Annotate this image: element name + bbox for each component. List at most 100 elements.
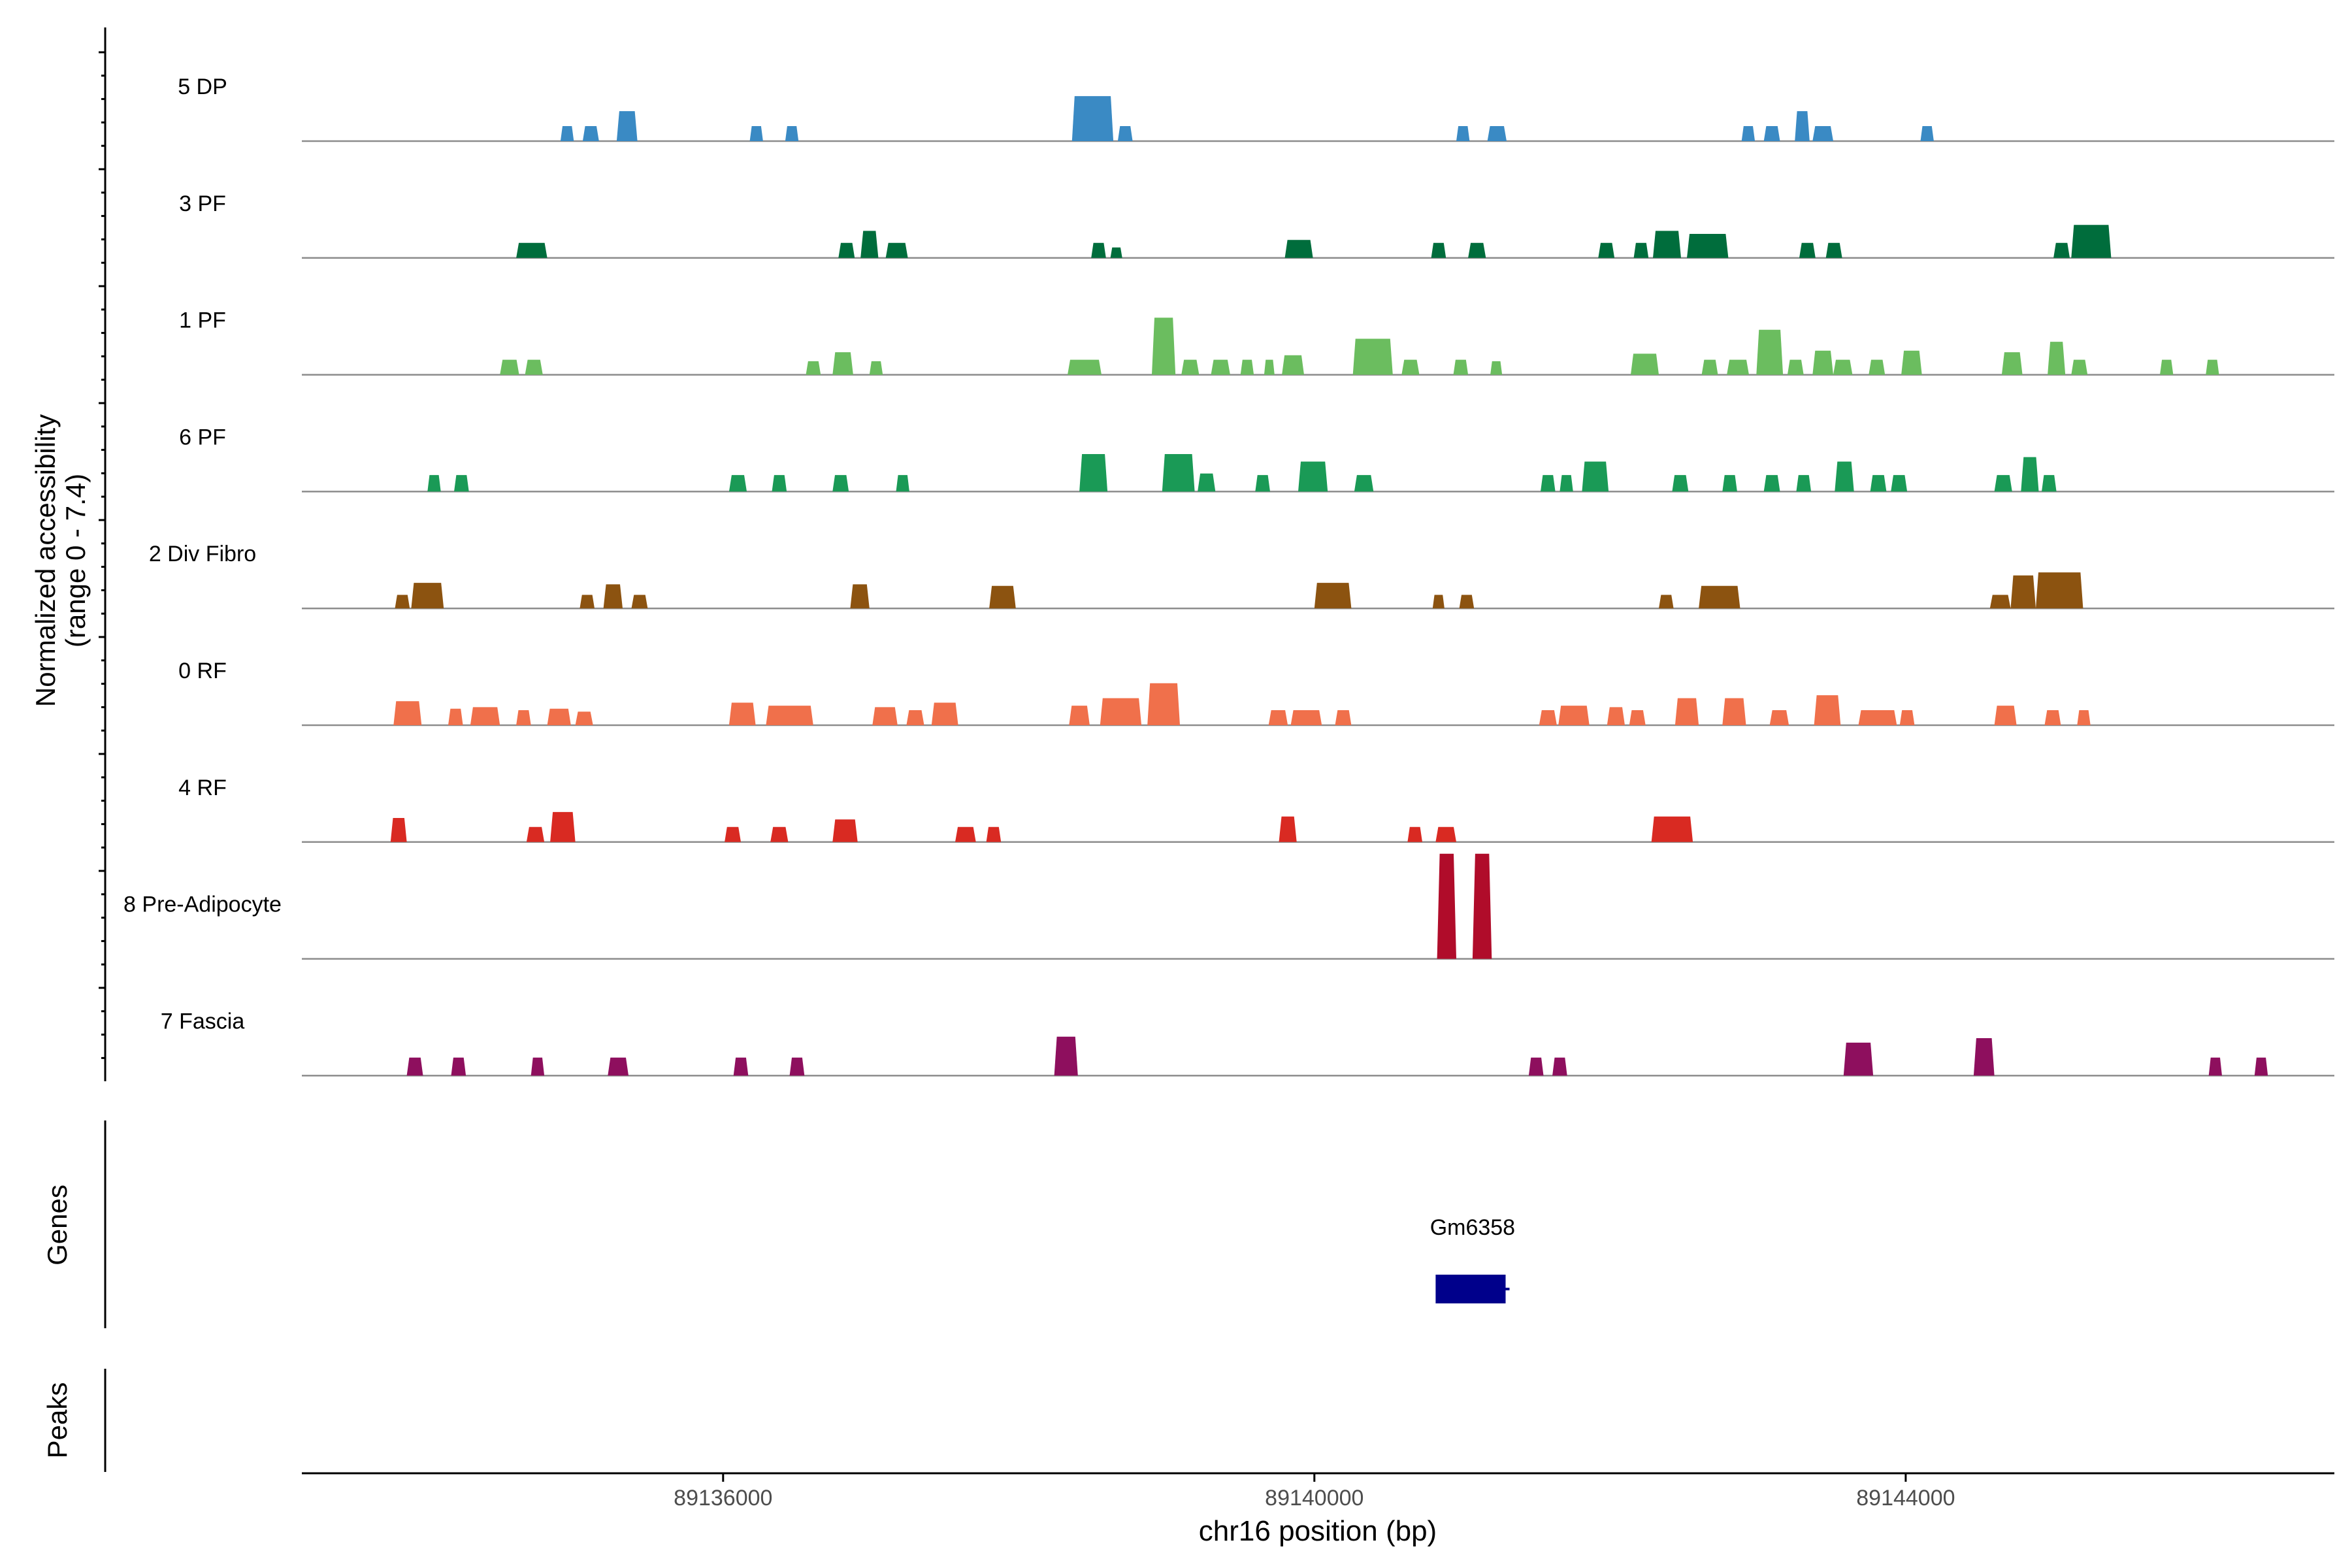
- coverage-peak: [725, 826, 741, 842]
- coverage-peak: [1407, 826, 1422, 842]
- coverage-peak: [2010, 575, 2036, 609]
- track-label: 6 PF: [179, 425, 226, 449]
- coverage-peak: [1401, 359, 1420, 375]
- coverage-peak: [393, 701, 422, 725]
- coverage-peak: [470, 707, 500, 725]
- coverage-peak: [1435, 826, 1456, 842]
- coverage-peak: [1699, 585, 1740, 609]
- coverage-peak: [1796, 475, 1812, 492]
- track-8: 7 Fascia: [161, 1009, 2334, 1077]
- coverage-y-axis-ticks: [99, 51, 105, 1059]
- gene-body: [1435, 1275, 1506, 1303]
- coverage-peak: [832, 352, 853, 375]
- coverage-peak: [1354, 475, 1374, 492]
- coverage-peak: [580, 595, 595, 609]
- coverage-peak: [2077, 710, 2091, 725]
- coverage-peak: [1858, 710, 1897, 725]
- coverage-peak: [1100, 698, 1142, 725]
- coverage-peak: [531, 1057, 545, 1076]
- coverage-peak: [2208, 1057, 2222, 1076]
- gene-annotations: Gm6358: [1430, 1215, 1515, 1303]
- coverage-peak: [1279, 816, 1297, 842]
- track-1: 3 PF: [179, 191, 2334, 259]
- coverage-peak: [1727, 359, 1749, 375]
- coverage-peak: [1973, 1038, 1995, 1076]
- coverage-peak: [1607, 707, 1625, 725]
- coverage-peak: [1560, 475, 1573, 492]
- coverage-peak: [603, 584, 623, 609]
- coverage-peak: [1181, 359, 1200, 375]
- coverage-peak: [1069, 706, 1090, 725]
- coverage-peak: [1674, 698, 1699, 725]
- coverage-peak: [2206, 359, 2219, 375]
- coverage-peak: [1431, 242, 1446, 258]
- coverage-peak: [1490, 361, 1503, 375]
- coverage-peak: [1432, 595, 1445, 609]
- coverage-peak: [1162, 454, 1195, 492]
- coverage-peak: [1769, 710, 1789, 725]
- coverage-peak: [770, 826, 789, 842]
- coverage-peak: [885, 242, 908, 258]
- coverage-peak: [1541, 475, 1556, 492]
- y-axis-title-line-1: Normalized accessibility: [30, 414, 61, 707]
- coverage-peak: [955, 826, 976, 842]
- coverage-peak: [1672, 475, 1689, 492]
- coverage-peak: [1437, 853, 1456, 959]
- coverage-peak: [1453, 359, 1469, 375]
- coverage-peak: [1268, 710, 1288, 725]
- coverage-peak: [2042, 475, 2057, 492]
- track-label: 5 DP: [178, 74, 227, 99]
- coverage-peak: [869, 361, 883, 375]
- coverage-peak: [1812, 350, 1833, 375]
- coverage-peak: [1255, 475, 1270, 492]
- coverage-peak: [2071, 225, 2112, 258]
- coverage-peak: [2001, 352, 2023, 375]
- track-label: 0 RF: [178, 659, 227, 683]
- coverage-peak: [1651, 816, 1693, 842]
- x-tick-label: 89140000: [1265, 1486, 1364, 1511]
- coverage-peak: [1282, 355, 1304, 375]
- x-axis-ticks: 89136000 89140000 89144000: [674, 1473, 1955, 1511]
- coverage-peak: [451, 1057, 466, 1076]
- coverage-peak: [1091, 242, 1106, 258]
- coverage-peak: [789, 1057, 805, 1076]
- coverage-peak: [785, 126, 799, 141]
- coverage-peak: [406, 1057, 423, 1076]
- coverage-peak: [390, 818, 407, 842]
- track-label: 8 Pre-Adipocyte: [123, 892, 282, 917]
- coverage-peak: [1812, 126, 1833, 141]
- coverage-tracks: 5 DP 3 PF 1 PF 6 PF 2 Div Fibro 0 RF 4 RF 8 Pre…: [123, 74, 2334, 1077]
- coverage-peak: [395, 595, 410, 609]
- coverage-peak: [1843, 1042, 1874, 1076]
- coverage-peak: [1756, 329, 1784, 375]
- coverage-peak: [1352, 338, 1393, 375]
- coverage-peak: [733, 1057, 749, 1076]
- coverage-peak: [906, 710, 924, 725]
- track-0: 5 DP: [178, 74, 2334, 142]
- coverage-peak: [1653, 231, 1681, 258]
- coverage-peak: [838, 242, 855, 258]
- coverage-peak: [2071, 359, 2088, 375]
- coverage-peak: [547, 708, 571, 725]
- coverage-peak: [1456, 126, 1470, 141]
- x-tick-label: 89136000: [674, 1486, 772, 1511]
- coverage-peak: [1054, 1036, 1078, 1076]
- coverage-peak: [2160, 359, 2174, 375]
- coverage-peak: [616, 111, 638, 141]
- gene-label: Gm6358: [1430, 1215, 1515, 1240]
- coverage-peak: [1335, 710, 1352, 725]
- coverage-peak: [631, 595, 648, 609]
- coverage-peak: [872, 707, 898, 725]
- coverage-peak: [1068, 359, 1102, 375]
- coverage-peak: [560, 126, 574, 141]
- coverage-peak: [1795, 111, 1810, 141]
- coverage-peak: [806, 361, 821, 375]
- y-axis-title-line-2: (range 0 - 7.4): [60, 474, 91, 647]
- coverage-peak: [989, 585, 1016, 609]
- coverage-peak: [1459, 595, 1475, 609]
- coverage-peak: [1814, 695, 1841, 725]
- coverage-peak: [2053, 242, 2070, 258]
- coverage-peak: [766, 706, 813, 725]
- coverage-peak: [1920, 126, 1934, 141]
- coverage-peak: [1487, 126, 1507, 141]
